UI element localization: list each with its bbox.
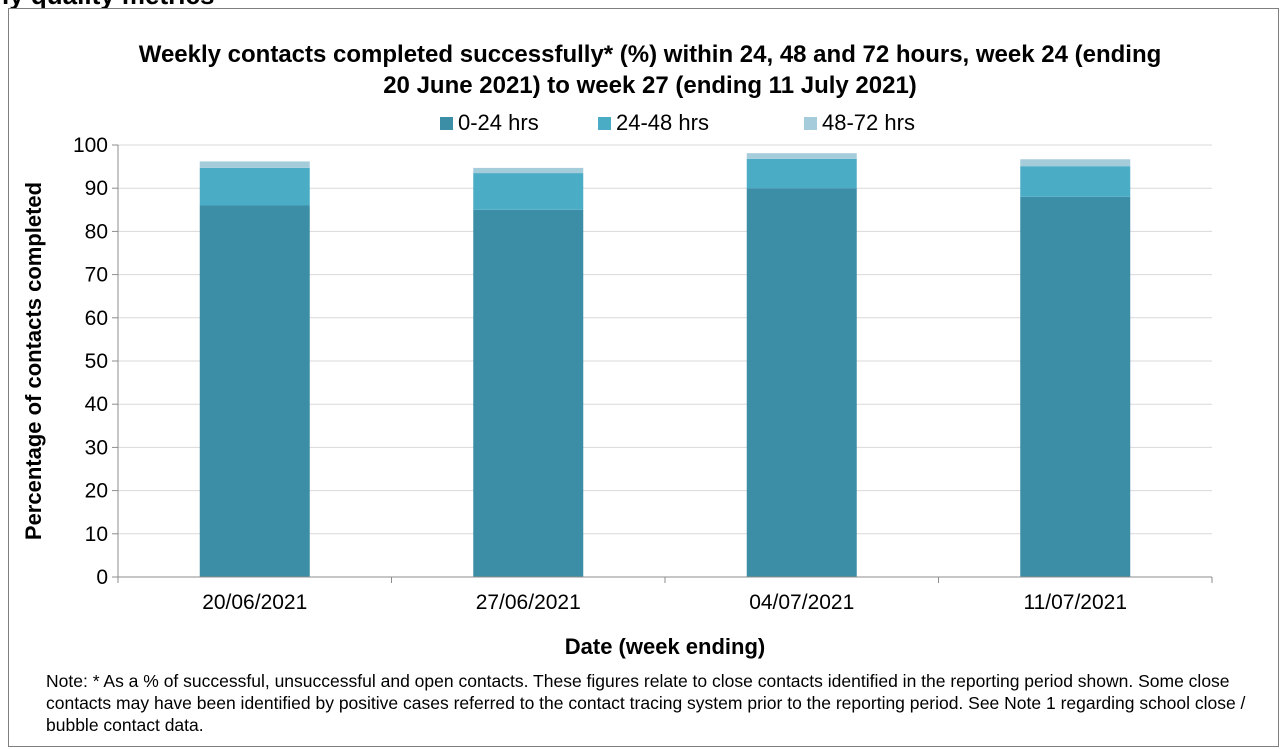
y-tick-label: 10 bbox=[85, 523, 108, 546]
bar-segment-0-24-hrs-04-07-2021 bbox=[746, 188, 857, 577]
y-tick-label: 30 bbox=[85, 436, 108, 459]
y-tick-label: 60 bbox=[85, 307, 108, 330]
legend-swatch bbox=[440, 116, 453, 130]
bars bbox=[199, 153, 1131, 578]
section-heading: ly quality metrics bbox=[2, 0, 214, 11]
legend-item-48-72-hrs: 48-72 hrs bbox=[804, 110, 915, 136]
x-axis-label: Date (week ending) bbox=[564, 634, 766, 659]
legend-item-0-24-hrs: 0-24 hrs bbox=[440, 110, 539, 136]
bar-segment-0-24-hrs-20-06-2021 bbox=[199, 205, 310, 578]
bar-segment-24-48-hrs-11-07-2021 bbox=[1020, 166, 1131, 197]
legend-swatch bbox=[804, 116, 817, 130]
chart-title: Weekly contacts completed successfully* … bbox=[138, 41, 1162, 99]
bar-segment-0-24-hrs-11-07-2021 bbox=[1020, 196, 1131, 577]
y-axis-label: Percentage of contacts completed bbox=[21, 181, 46, 541]
x-tick-label: 04/07/2021 bbox=[749, 591, 854, 614]
y-tick-label: 0 bbox=[96, 566, 108, 589]
bar-segment-24-48-hrs-04-07-2021 bbox=[746, 158, 857, 189]
bar-segment-48-72-hrs-11-07-2021 bbox=[1020, 159, 1131, 167]
y-tick-label: 100 bbox=[73, 134, 108, 157]
y-tick-label: 50 bbox=[85, 350, 108, 373]
legend-item-24-48-hrs: 24-48 hrs bbox=[598, 110, 709, 136]
y-tick-label: 20 bbox=[85, 480, 108, 503]
bar-segment-24-48-hrs-27-06-2021 bbox=[473, 173, 584, 210]
bar-segment-24-48-hrs-20-06-2021 bbox=[199, 167, 310, 206]
x-tick-label: 27/06/2021 bbox=[476, 591, 581, 614]
bar-segment-48-72-hrs-27-06-2021 bbox=[473, 167, 584, 174]
bar-segment-48-72-hrs-20-06-2021 bbox=[199, 161, 310, 168]
bar-segment-48-72-hrs-04-07-2021 bbox=[746, 153, 857, 159]
y-tick-label: 70 bbox=[85, 264, 108, 287]
y-tick-label: 80 bbox=[85, 220, 108, 243]
legend-swatch bbox=[598, 116, 611, 130]
bar-segment-0-24-hrs-27-06-2021 bbox=[473, 209, 584, 578]
y-tick-label: 90 bbox=[85, 177, 108, 200]
y-tick-label: 40 bbox=[85, 393, 108, 416]
chart-note: Note: * As a % of successful, unsuccessf… bbox=[46, 671, 1246, 735]
legend-label: 48-72 hrs bbox=[822, 110, 915, 135]
x-tick-label: 20/06/2021 bbox=[202, 591, 307, 614]
legend-label: 0-24 hrs bbox=[458, 110, 539, 135]
legend-label: 24-48 hrs bbox=[616, 110, 709, 135]
x-tick-label: 11/07/2021 bbox=[1023, 591, 1127, 614]
axes: 0 10 20 30 40 50 60 70 80 90 100 20/06/2021 27/06/20… bbox=[73, 134, 1213, 614]
